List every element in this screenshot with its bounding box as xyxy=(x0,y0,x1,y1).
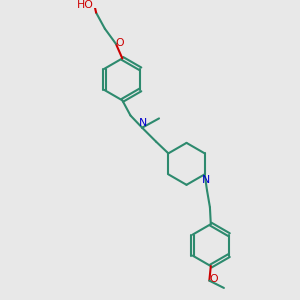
Text: O: O xyxy=(116,38,124,48)
Text: N: N xyxy=(139,118,147,128)
Text: N: N xyxy=(201,175,210,184)
Text: O: O xyxy=(209,274,218,284)
Text: HO: HO xyxy=(77,0,94,10)
